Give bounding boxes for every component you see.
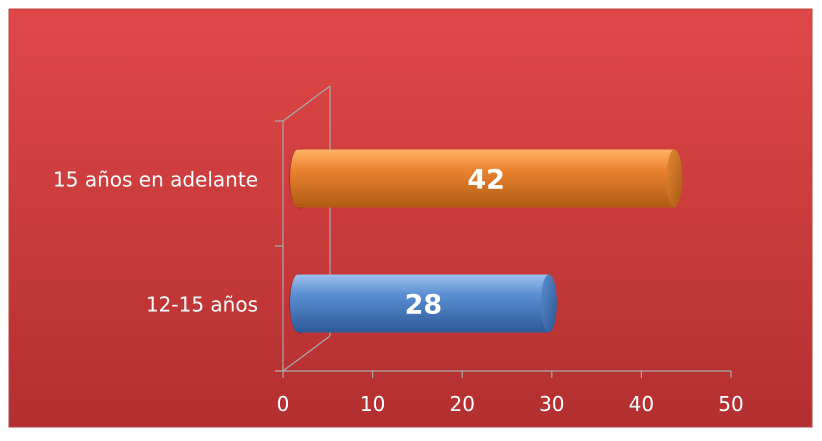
- wall-top-edge: [282, 85, 331, 122]
- bar-end-cap: [666, 149, 683, 208]
- category-label: 15 años en adelante: [53, 168, 258, 192]
- bar-end-cap: [540, 274, 557, 333]
- x-tick-label: 20: [449, 392, 474, 416]
- bar-a: [289, 273, 557, 334]
- chart-background: [8, 8, 813, 428]
- category-label: 12-15 años: [146, 293, 258, 317]
- x-tick-label: 10: [360, 392, 385, 416]
- x-tick-label: 30: [539, 392, 564, 416]
- bar-body: [290, 274, 549, 333]
- labels: 0 10 20 30 40 50 28 12-15 años 42 15 años en adel…: [53, 165, 744, 417]
- x-tick-label: 50: [718, 392, 743, 416]
- bars: [289, 148, 683, 334]
- data-label: 42: [467, 165, 505, 196]
- data-label: 28: [405, 290, 443, 321]
- bar-b: [289, 148, 683, 209]
- floor-depth-line: [282, 335, 331, 372]
- bar-body: [290, 149, 675, 208]
- x-tick-label: 40: [629, 392, 654, 416]
- x-tick-label: 0: [277, 392, 290, 416]
